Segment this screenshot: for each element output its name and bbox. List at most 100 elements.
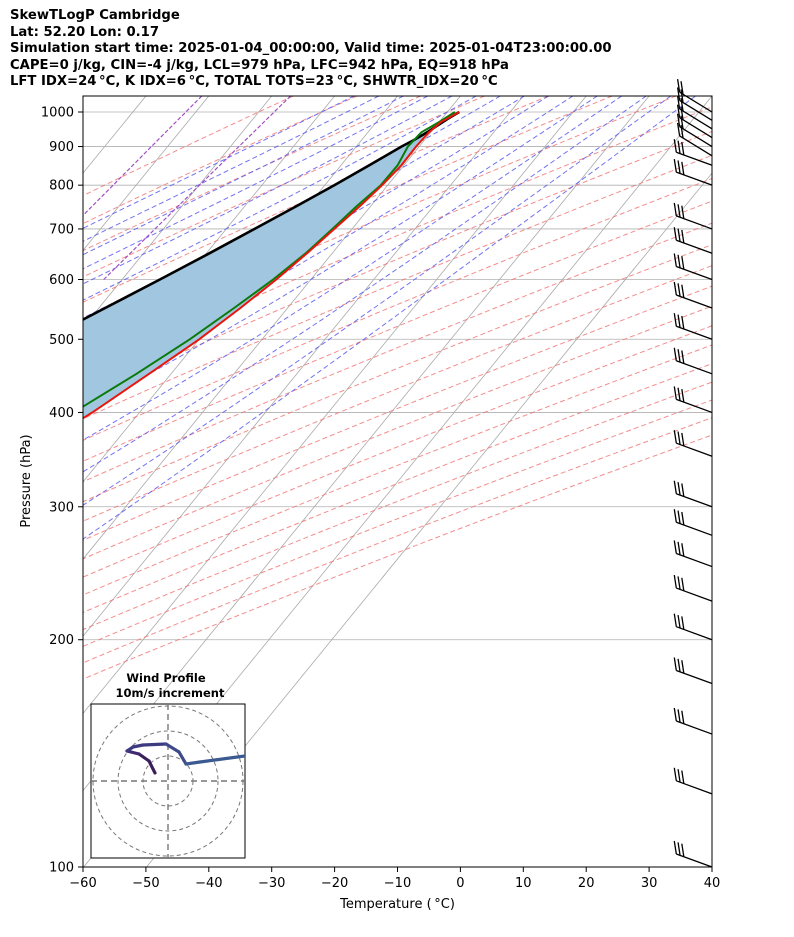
temperature-line — [83, 111, 460, 420]
wind-barb — [673, 281, 713, 309]
wind-barb — [676, 104, 713, 139]
x-tick-label: −40 — [195, 876, 222, 891]
x-axis-label: Temperature ( °C) — [339, 897, 455, 912]
chart-title: SkewTLogP Cambridge — [10, 8, 180, 23]
dry-adiabat — [83, 96, 549, 303]
parcel-line — [83, 110, 460, 322]
wind-barbs — [673, 79, 713, 868]
moist-adiabat — [83, 96, 672, 506]
wind-barb — [673, 159, 713, 186]
y-tick-label: 600 — [49, 273, 74, 288]
hodograph-grid — [91, 704, 245, 858]
moist-adiabat — [83, 96, 598, 411]
y-tick-label: 400 — [49, 406, 74, 421]
dry-adiabat — [83, 222, 712, 483]
x-tick-label: −30 — [258, 876, 285, 891]
moist-adiabat — [83, 96, 477, 301]
dry-adiabat — [83, 106, 712, 375]
dewpoint-line — [83, 111, 456, 408]
isotherm--20 — [83, 96, 335, 406]
wind-barb — [676, 122, 713, 157]
hodograph-trace — [184, 760, 202, 766]
cape-cin-shade — [83, 112, 460, 419]
mixing-ratio-line — [103, 96, 292, 280]
dry-adiabat — [83, 200, 712, 462]
hodograph-ring — [117, 730, 219, 832]
moist-adiabat — [83, 96, 549, 360]
x-tick-label: −60 — [69, 876, 96, 891]
x-tick-label: 40 — [704, 876, 721, 891]
hodograph: Wind Profile 10m/s increment — [90, 671, 246, 859]
isotherm--60 — [83, 96, 84, 97]
wind-barb — [673, 574, 713, 602]
dry-adiabat — [83, 96, 421, 252]
x-tick-label: 10 — [515, 876, 532, 891]
x-tick-label: 30 — [641, 876, 658, 891]
wind-barb — [673, 767, 713, 795]
wind-barb — [673, 139, 713, 166]
hodograph-subtitle: 10m/s increment — [116, 686, 225, 700]
y-tick-label: 1000 — [41, 105, 74, 120]
lines-layer — [83, 110, 460, 420]
x-tick-label: −20 — [321, 876, 348, 891]
y-tick-label: 900 — [49, 140, 74, 155]
wind-barb — [676, 95, 713, 130]
hodograph-trace — [147, 759, 157, 775]
hodograph-trace — [198, 754, 245, 764]
y-tick-label: 100 — [49, 861, 74, 876]
wind-barb — [673, 430, 713, 457]
dry-adiabat — [83, 130, 712, 398]
isotherm--40 — [83, 96, 210, 251]
y-axis-label: Pressure (hPa) — [19, 434, 34, 527]
x-tick-label: −50 — [132, 876, 159, 891]
wind-barb — [676, 113, 713, 148]
location-line: Lat: 52.20 Lon: 0.17 — [10, 24, 160, 40]
y-tick-label: 800 — [49, 179, 74, 194]
wind-barb — [673, 253, 713, 281]
hodograph-trace — [137, 752, 151, 763]
axes-layer: −60 −50 −40 −30 −20 −10 0 10 20 30 40 1000 900 800 700… — [41, 105, 720, 891]
moist-adiabat — [83, 96, 622, 441]
hodograph-trace — [177, 750, 188, 766]
mixing-ratio-line — [83, 96, 203, 217]
wind-barb — [673, 840, 713, 868]
wind-barb — [673, 227, 713, 254]
x-tick-label: 20 — [578, 876, 595, 891]
isotherm-0 — [83, 96, 461, 560]
wind-barb — [673, 509, 713, 536]
y-tick-label: 300 — [49, 500, 74, 515]
wind-barb — [673, 540, 713, 568]
moist-adiabat — [83, 96, 647, 473]
dry-adiabat — [83, 305, 712, 560]
wind-barb — [676, 79, 713, 113]
y-tick-label: 200 — [49, 633, 74, 648]
shade-layer — [83, 112, 460, 419]
y-tick-label: 700 — [49, 222, 74, 237]
moist-adiabat — [83, 96, 525, 339]
moist-adiabat — [83, 96, 380, 242]
wind-barb — [673, 386, 713, 414]
moist-adiabat — [83, 96, 355, 229]
isotherm--70 — [0, 96, 20, 867]
dry-adiabat — [83, 344, 712, 596]
moist-adiabat — [83, 96, 696, 540]
index-line: LFT IDX=24 °C, K IDX=6 °C, TOTAL TOTS=23… — [10, 74, 498, 89]
dry-adiabat — [83, 417, 712, 664]
isotherm-10 — [83, 96, 524, 637]
dry-adiabat — [83, 381, 712, 631]
moist-adiabat — [83, 96, 453, 285]
wind-barb — [673, 657, 713, 685]
isotherm-50 — [146, 172, 712, 867]
moist-adiabat — [83, 96, 501, 319]
hodograph-trace — [164, 742, 181, 754]
isotherm--30 — [83, 96, 273, 329]
y-tick-label: 500 — [49, 333, 74, 348]
wind-barb — [673, 707, 713, 735]
hodograph-title: Wind Profile — [126, 671, 206, 685]
hodograph-trace — [131, 743, 145, 749]
wind-barb — [673, 202, 713, 230]
wind-barb — [673, 347, 713, 375]
dry-adiabat — [83, 177, 712, 441]
wind-barb — [673, 313, 713, 340]
